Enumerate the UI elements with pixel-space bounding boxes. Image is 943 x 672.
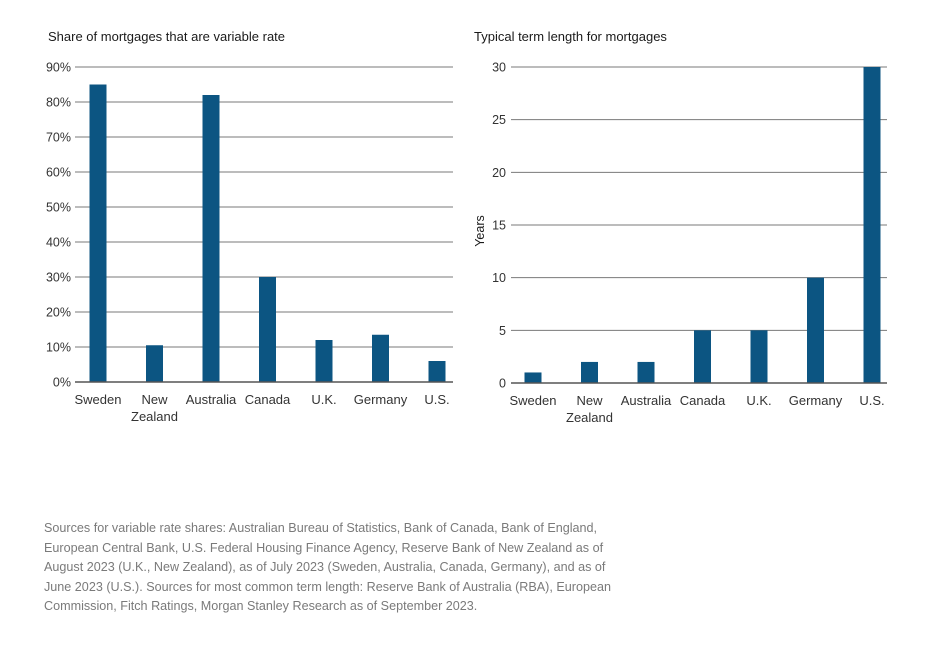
bar-germany — [372, 334, 389, 382]
y-tick-label: 30% — [46, 271, 71, 285]
x-tick-label: Australia — [186, 392, 237, 407]
bar-germany — [807, 277, 824, 383]
bar-canada — [259, 277, 276, 382]
x-tick-label: Canada — [680, 393, 726, 408]
chart-title: Share of mortgages that are variable rat… — [48, 29, 285, 44]
y-tick-label: 5 — [499, 324, 506, 338]
bar-australia — [637, 361, 655, 383]
x-tick-label: U.S. — [859, 393, 884, 408]
chart-1: Share of mortgages that are variable rat… — [46, 29, 453, 424]
y-tick-label: 40% — [46, 236, 71, 250]
y-tick-label: 50% — [46, 201, 71, 215]
y-tick-label: 90% — [46, 61, 71, 75]
x-tick-label: Germany — [354, 392, 408, 407]
y-tick-label: 70% — [46, 131, 71, 145]
bar-u-k- — [315, 340, 333, 382]
y-tick-label: 0 — [499, 377, 506, 391]
bar-australia — [202, 95, 220, 382]
bar-sweden — [524, 372, 542, 383]
x-tick-label: U.K. — [311, 392, 336, 407]
x-tick-label: Canada — [245, 392, 291, 407]
x-tick-label: U.K. — [746, 393, 771, 408]
y-tick-label: 80% — [46, 96, 71, 110]
bar-canada — [694, 330, 711, 383]
y-tick-label: 20% — [46, 306, 71, 320]
x-tick-label: Germany — [789, 393, 843, 408]
x-tick-label: Sweden — [75, 392, 122, 407]
bar-u-k- — [750, 330, 768, 383]
y-tick-label: 60% — [46, 166, 71, 180]
source-note: Sources for variable rate shares: Austra… — [44, 521, 611, 613]
y-tick-label: 10 — [492, 271, 506, 285]
y-axis-label: Years — [473, 215, 487, 247]
bar-sweden — [89, 84, 107, 382]
bar-new-zealand — [146, 345, 163, 382]
x-tick-label: Australia — [621, 393, 672, 408]
x-tick-label: Sweden — [510, 393, 557, 408]
y-tick-label: 25 — [492, 113, 506, 127]
bar-new-zealand — [581, 361, 598, 383]
chart-2: Typical term length for mortgages 0 5 10 15 2… — [473, 29, 887, 425]
bar-u-s- — [863, 67, 881, 383]
bar-u-s- — [428, 361, 446, 382]
x-tick-label: New Zealand — [131, 392, 178, 424]
x-tick-label: New Zealand — [566, 393, 613, 425]
x-tick-label: U.S. — [424, 392, 449, 407]
chart-title: Typical term length for mortgages — [474, 29, 667, 44]
y-tick-label: 10% — [46, 341, 71, 355]
y-tick-label: 20 — [492, 166, 506, 180]
y-tick-label: 30 — [492, 61, 506, 75]
y-tick-label: 0% — [53, 376, 71, 390]
y-tick-label: 15 — [492, 219, 506, 233]
